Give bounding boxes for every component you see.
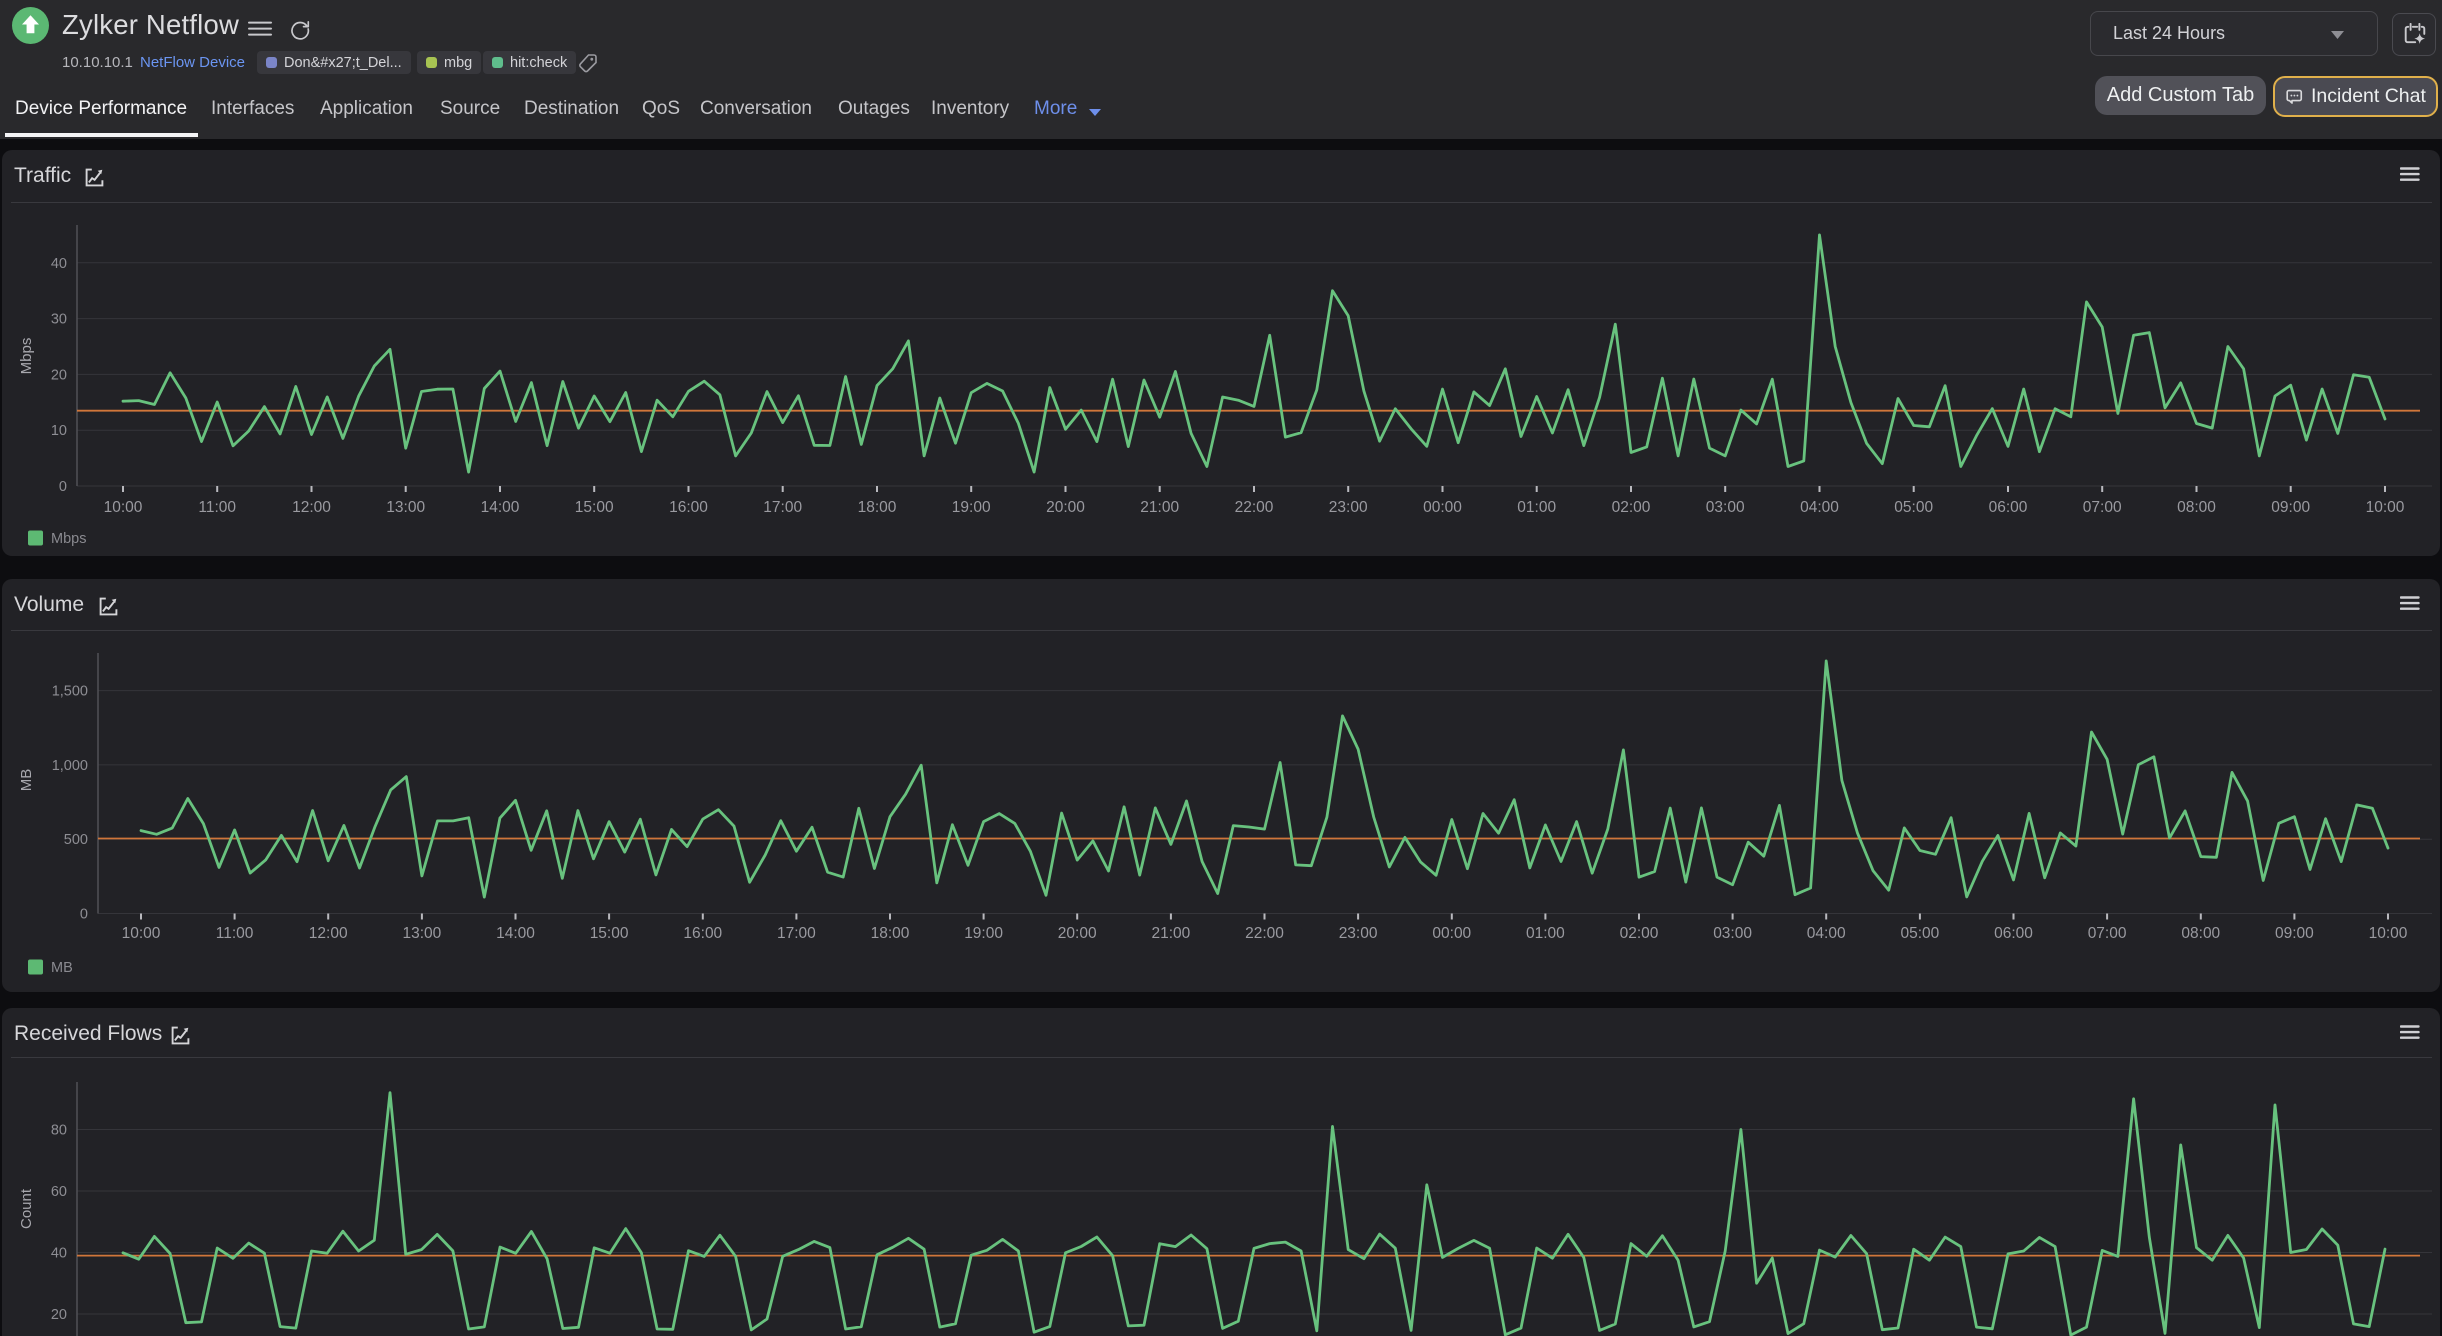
svg-text:16:00: 16:00	[669, 499, 708, 516]
svg-text:40: 40	[51, 256, 67, 272]
svg-text:09:00: 09:00	[2271, 499, 2310, 516]
svg-text:08:00: 08:00	[2177, 499, 2216, 516]
svg-text:500: 500	[64, 832, 88, 848]
svg-text:03:00: 03:00	[1713, 925, 1752, 942]
svg-text:12:00: 12:00	[292, 499, 331, 516]
svg-text:21:00: 21:00	[1140, 499, 1179, 516]
svg-text:14:00: 14:00	[496, 925, 535, 942]
svg-text:22:00: 22:00	[1245, 925, 1284, 942]
svg-text:23:00: 23:00	[1339, 925, 1378, 942]
svg-text:01:00: 01:00	[1526, 925, 1565, 942]
svg-text:14:00: 14:00	[481, 499, 520, 516]
svg-text:08:00: 08:00	[2181, 925, 2220, 942]
svg-text:04:00: 04:00	[1807, 925, 1846, 942]
svg-text:15:00: 15:00	[575, 499, 614, 516]
svg-text:10: 10	[51, 423, 67, 439]
svg-text:10:00: 10:00	[2366, 499, 2405, 516]
svg-text:00:00: 00:00	[1423, 499, 1462, 516]
svg-text:17:00: 17:00	[763, 499, 802, 516]
svg-text:11:00: 11:00	[216, 925, 254, 942]
svg-text:1,000: 1,000	[52, 758, 88, 774]
svg-text:Count: Count	[18, 1188, 35, 1229]
svg-text:MB: MB	[18, 769, 35, 792]
svg-text:17:00: 17:00	[777, 925, 816, 942]
svg-text:80: 80	[51, 1123, 67, 1139]
svg-text:20: 20	[51, 1307, 67, 1323]
svg-text:09:00: 09:00	[2275, 925, 2314, 942]
svg-text:00:00: 00:00	[1432, 925, 1471, 942]
svg-text:03:00: 03:00	[1706, 499, 1745, 516]
svg-text:10:00: 10:00	[122, 925, 161, 942]
svg-text:1,500: 1,500	[52, 684, 88, 700]
svg-text:05:00: 05:00	[1901, 925, 1940, 942]
svg-text:30: 30	[51, 312, 67, 328]
svg-text:10:00: 10:00	[104, 499, 143, 516]
svg-text:23:00: 23:00	[1329, 499, 1368, 516]
svg-text:12:00: 12:00	[309, 925, 348, 942]
svg-text:07:00: 07:00	[2083, 499, 2122, 516]
svg-text:04:00: 04:00	[1800, 499, 1839, 516]
svg-text:Mbps: Mbps	[51, 531, 86, 547]
svg-text:15:00: 15:00	[590, 925, 629, 942]
svg-text:06:00: 06:00	[1989, 499, 2028, 516]
svg-text:05:00: 05:00	[1894, 499, 1933, 516]
svg-text:06:00: 06:00	[1994, 925, 2033, 942]
svg-text:07:00: 07:00	[2088, 925, 2127, 942]
svg-text:MB: MB	[51, 960, 73, 976]
svg-text:0: 0	[80, 907, 88, 923]
svg-text:01:00: 01:00	[1517, 499, 1556, 516]
svg-text:20:00: 20:00	[1058, 925, 1097, 942]
svg-text:11:00: 11:00	[198, 499, 236, 516]
svg-text:19:00: 19:00	[952, 499, 991, 516]
svg-text:19:00: 19:00	[964, 925, 1003, 942]
svg-text:02:00: 02:00	[1612, 499, 1651, 516]
svg-text:16:00: 16:00	[683, 925, 722, 942]
svg-text:20: 20	[51, 367, 67, 383]
svg-text:21:00: 21:00	[1152, 925, 1191, 942]
svg-text:13:00: 13:00	[386, 499, 425, 516]
svg-text:18:00: 18:00	[858, 499, 897, 516]
svg-text:20:00: 20:00	[1046, 499, 1085, 516]
svg-text:10:00: 10:00	[2369, 925, 2408, 942]
svg-text:60: 60	[51, 1184, 67, 1200]
svg-text:0: 0	[59, 479, 67, 495]
svg-text:Mbps: Mbps	[18, 338, 35, 375]
svg-text:22:00: 22:00	[1235, 499, 1274, 516]
svg-text:13:00: 13:00	[403, 925, 442, 942]
svg-text:40: 40	[51, 1246, 67, 1262]
svg-text:18:00: 18:00	[871, 925, 910, 942]
svg-text:02:00: 02:00	[1620, 925, 1659, 942]
